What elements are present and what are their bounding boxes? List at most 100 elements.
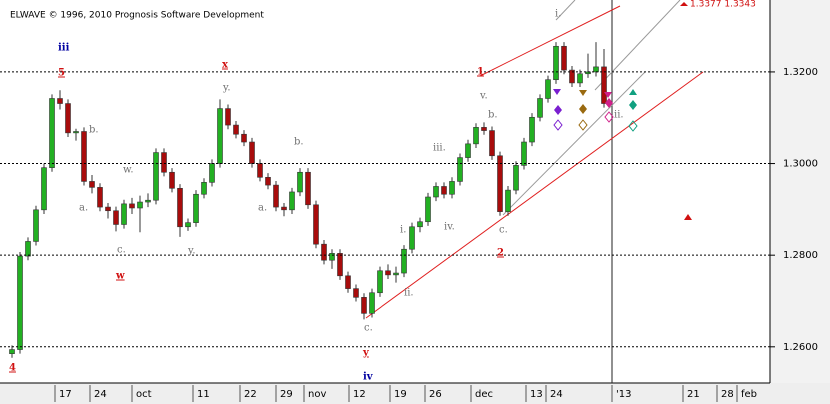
candle-body (33, 209, 39, 242)
candle-body (449, 181, 455, 195)
marker (553, 89, 561, 95)
candle-body (441, 186, 447, 195)
candle-body (41, 167, 47, 211)
candle-body (201, 182, 207, 195)
y-tick-label: 1.3000 (783, 159, 818, 170)
candle-body (105, 206, 111, 212)
wave-label: a. (258, 203, 267, 214)
marker (629, 89, 637, 95)
x-tick-label: 19 (394, 389, 407, 400)
candle-body (321, 243, 327, 261)
candle-body (225, 108, 231, 126)
wave-label: 4 (9, 363, 16, 374)
candle-body (329, 253, 335, 261)
candle-body (273, 184, 279, 208)
marker (684, 214, 692, 220)
wave-label: i. (400, 225, 406, 236)
wave-label: ii. (614, 110, 624, 121)
x-tick-label: 28 (721, 389, 734, 400)
candle-body (577, 73, 583, 84)
y-tick-label: 1.2600 (783, 342, 818, 353)
x-tick-label: 24 (550, 389, 563, 400)
marker (605, 98, 613, 108)
candle-body (529, 116, 535, 143)
candle-body (513, 165, 519, 191)
wave-label: c. (117, 245, 126, 256)
corner-text: 1.3377 1.3343 (690, 0, 756, 10)
candle-body (49, 98, 55, 168)
y-axis-panel (770, 0, 830, 404)
wave-label: 2 (497, 248, 504, 259)
x-tick-label: 11 (197, 389, 210, 400)
candle-body (25, 241, 31, 257)
channel-line (594, 0, 681, 91)
candle-body (289, 191, 295, 211)
candle-body (297, 171, 303, 193)
candle-body (177, 187, 183, 228)
target-markers (553, 2, 692, 220)
wave-label: y. (187, 246, 196, 257)
candle-body (185, 222, 191, 228)
candle-body (137, 201, 143, 209)
candle-body (601, 66, 607, 104)
candle-body (209, 163, 215, 183)
wave-label: b. (488, 110, 498, 121)
x-tick-label: '13 (616, 389, 631, 400)
candle-body (497, 155, 503, 212)
candle-body (89, 181, 95, 188)
candle-body (337, 253, 343, 277)
candle-body (553, 45, 559, 81)
candle-body (401, 248, 407, 274)
wave-label: iii (58, 43, 70, 54)
candle-body (241, 133, 247, 143)
x-axis-panel (0, 383, 830, 404)
candle-body (257, 163, 263, 178)
candle-body (233, 124, 239, 135)
channel-line (365, 71, 704, 319)
wave-label: ii. (404, 288, 414, 299)
candle-body (481, 127, 487, 131)
wave-label: iv. (444, 222, 455, 233)
candle-body (569, 69, 575, 84)
y-tick-label: 1.2800 (783, 250, 818, 261)
x-tick-label: 21 (687, 389, 700, 400)
marker (578, 119, 588, 131)
candle-body (65, 103, 71, 134)
marker (604, 111, 614, 123)
wave-label: w. (123, 165, 134, 176)
x-tick-label: 22 (244, 389, 257, 400)
candle-body (9, 349, 15, 354)
candle-body (433, 186, 439, 198)
candle-body (345, 275, 351, 289)
wave-label: 5 (58, 68, 65, 79)
candle-body (377, 270, 383, 294)
x-tick-label: dec (475, 389, 493, 400)
candle-body (545, 79, 551, 99)
candle-body (281, 206, 287, 211)
x-tick-label: oct (136, 389, 152, 400)
wave-label: w (115, 271, 125, 282)
candle-body (129, 203, 135, 209)
candle-body (313, 204, 319, 245)
wave-label: y (362, 348, 370, 359)
candle-body (305, 171, 311, 206)
candle-body (73, 131, 79, 134)
channel-line (479, 5, 621, 77)
candle-body (113, 210, 119, 225)
candle-body (121, 203, 127, 225)
candle-body (505, 189, 511, 212)
x-tick-label: 12 (353, 389, 366, 400)
candle-body (409, 226, 415, 250)
x-tick-label: 29 (280, 389, 293, 400)
x-tick-label: nov (308, 389, 326, 400)
candle-body (353, 288, 359, 298)
candle-body (361, 297, 367, 314)
candle-body (521, 141, 527, 166)
candle-body (473, 127, 479, 145)
candle-body (153, 152, 159, 201)
candle-body (249, 141, 255, 164)
wave-label: i. (555, 9, 561, 20)
x-tick-label: feb (741, 389, 757, 400)
